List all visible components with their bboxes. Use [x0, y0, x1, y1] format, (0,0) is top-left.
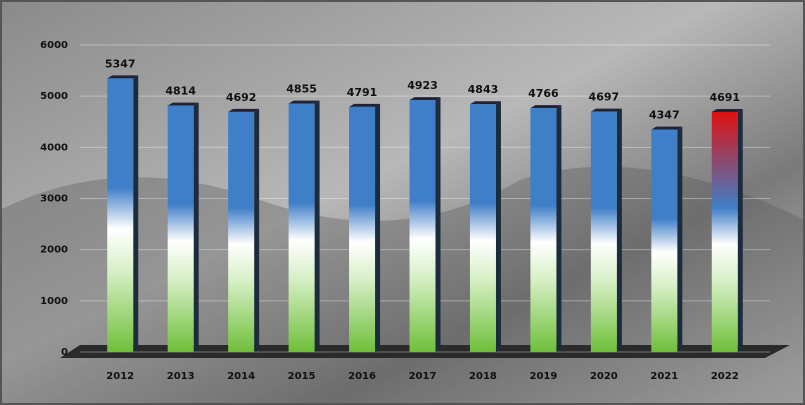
x-tick-label: 2021	[650, 371, 678, 382]
bar-side	[616, 108, 622, 352]
data-label: 4814	[165, 85, 196, 98]
bar-side	[133, 75, 139, 352]
bar	[651, 129, 678, 352]
data-label: 5347	[105, 57, 136, 70]
bar-top	[469, 101, 501, 105]
bar-side	[375, 103, 381, 352]
bar	[167, 105, 194, 352]
y-tick-label: 2000	[40, 245, 68, 256]
bar-top	[711, 108, 743, 112]
bar-side	[314, 100, 320, 352]
x-tick-label: 2015	[288, 371, 316, 382]
bar	[590, 111, 617, 352]
bar	[711, 111, 738, 352]
bar-side	[254, 108, 260, 353]
bar-top	[107, 75, 139, 79]
bar-side	[193, 102, 199, 352]
bar	[349, 106, 376, 352]
bar-top	[228, 108, 260, 112]
bar	[409, 100, 436, 352]
y-tick-label: 1000	[40, 296, 68, 307]
bar-top	[409, 97, 441, 101]
x-tick-label: 2016	[348, 371, 376, 382]
data-label: 4697	[589, 91, 620, 104]
bar	[530, 108, 557, 352]
data-label: 4692	[226, 91, 257, 104]
data-label: 4855	[286, 83, 317, 96]
bar-top	[167, 102, 199, 106]
x-tick-label: 2012	[106, 371, 134, 382]
bar	[228, 111, 255, 353]
data-label: 4347	[649, 109, 680, 122]
x-tick-label: 2014	[227, 371, 255, 382]
y-tick-label: 0	[61, 347, 68, 358]
bar-side	[495, 101, 501, 353]
bar-top	[590, 108, 622, 112]
y-tick-label: 5000	[40, 91, 68, 102]
x-tick-label: 2020	[590, 371, 618, 382]
x-tick-label: 2017	[409, 371, 437, 382]
bar-side	[737, 108, 743, 352]
data-label: 4843	[468, 83, 499, 96]
bar	[288, 103, 315, 352]
x-tick-label: 2013	[167, 371, 195, 382]
bar-top	[288, 100, 320, 104]
data-label: 4691	[709, 91, 740, 104]
y-tick-label: 4000	[40, 142, 68, 153]
x-tick-label: 2022	[711, 371, 739, 382]
x-tick-label: 2019	[529, 371, 557, 382]
data-label: 4766	[528, 87, 559, 100]
data-label: 4791	[347, 86, 378, 99]
bar-top	[349, 103, 381, 107]
y-tick-label: 6000	[40, 40, 68, 51]
bar	[107, 78, 134, 352]
x-tick-label: 2018	[469, 371, 497, 382]
bar-top	[530, 105, 562, 109]
bar-side	[677, 126, 683, 352]
bar	[469, 104, 496, 353]
bar-side	[435, 97, 441, 352]
bar-top	[651, 126, 683, 130]
data-label: 4923	[407, 79, 438, 92]
bar-side	[556, 105, 562, 352]
y-tick-label: 3000	[40, 194, 68, 205]
